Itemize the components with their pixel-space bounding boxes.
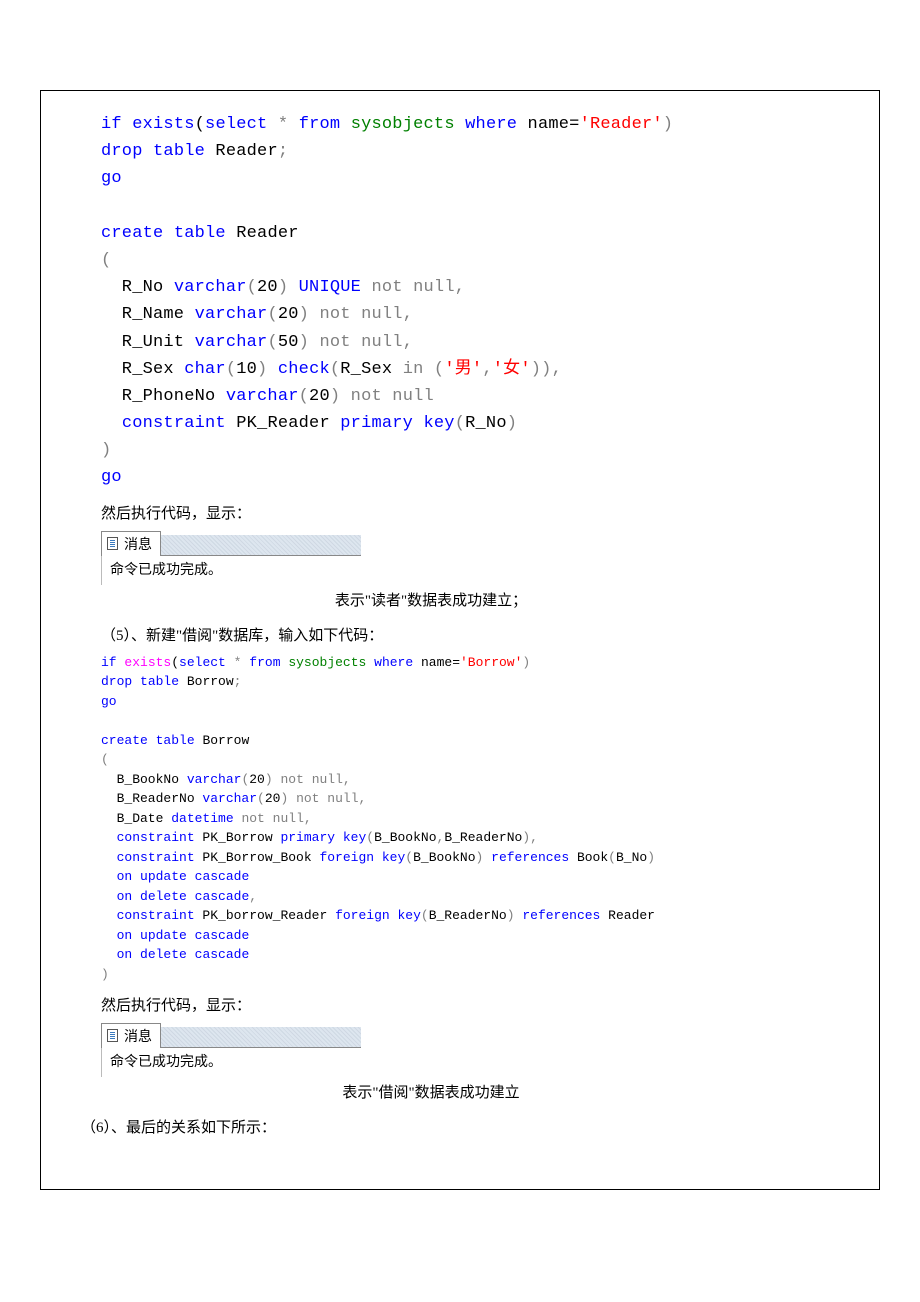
tab-label: 消息 (124, 534, 152, 554)
tab-strip-shaded (161, 1027, 361, 1048)
tab-row: 消息 (101, 531, 869, 556)
tab-row: 消息 (101, 1023, 869, 1048)
step-5: （5）、新建"借阅"数据库，输入如下代码： (101, 624, 869, 645)
message-box-2: 消息 命令已成功完成。 (101, 1023, 869, 1077)
message-body: 命令已成功完成。 (101, 555, 869, 585)
tab-label: 消息 (124, 1026, 152, 1046)
step-6: （6）、最后的关系如下所示： (81, 1116, 869, 1137)
narrative-1: 然后执行代码，显示： (101, 502, 869, 523)
document-icon (106, 537, 120, 551)
content-frame: if exists(select * from sysobjects where… (40, 90, 880, 1190)
message-tab[interactable]: 消息 (101, 531, 161, 556)
code-block-borrow: if exists(select * from sysobjects where… (101, 653, 869, 985)
narrative-2: 然后执行代码，显示： (101, 994, 869, 1015)
message-body: 命令已成功完成。 (101, 1047, 869, 1077)
document-icon (106, 1029, 120, 1043)
caption-2: 表示"借阅"数据表成功建立 (231, 1081, 631, 1102)
caption-1: 表示"读者"数据表成功建立； (231, 589, 631, 610)
code-block-reader: if exists(select * from sysobjects where… (101, 111, 869, 492)
page: if exists(select * from sysobjects where… (0, 0, 920, 1230)
message-tab[interactable]: 消息 (101, 1023, 161, 1048)
message-box-1: 消息 命令已成功完成。 (101, 531, 869, 585)
tab-strip-shaded (161, 535, 361, 556)
